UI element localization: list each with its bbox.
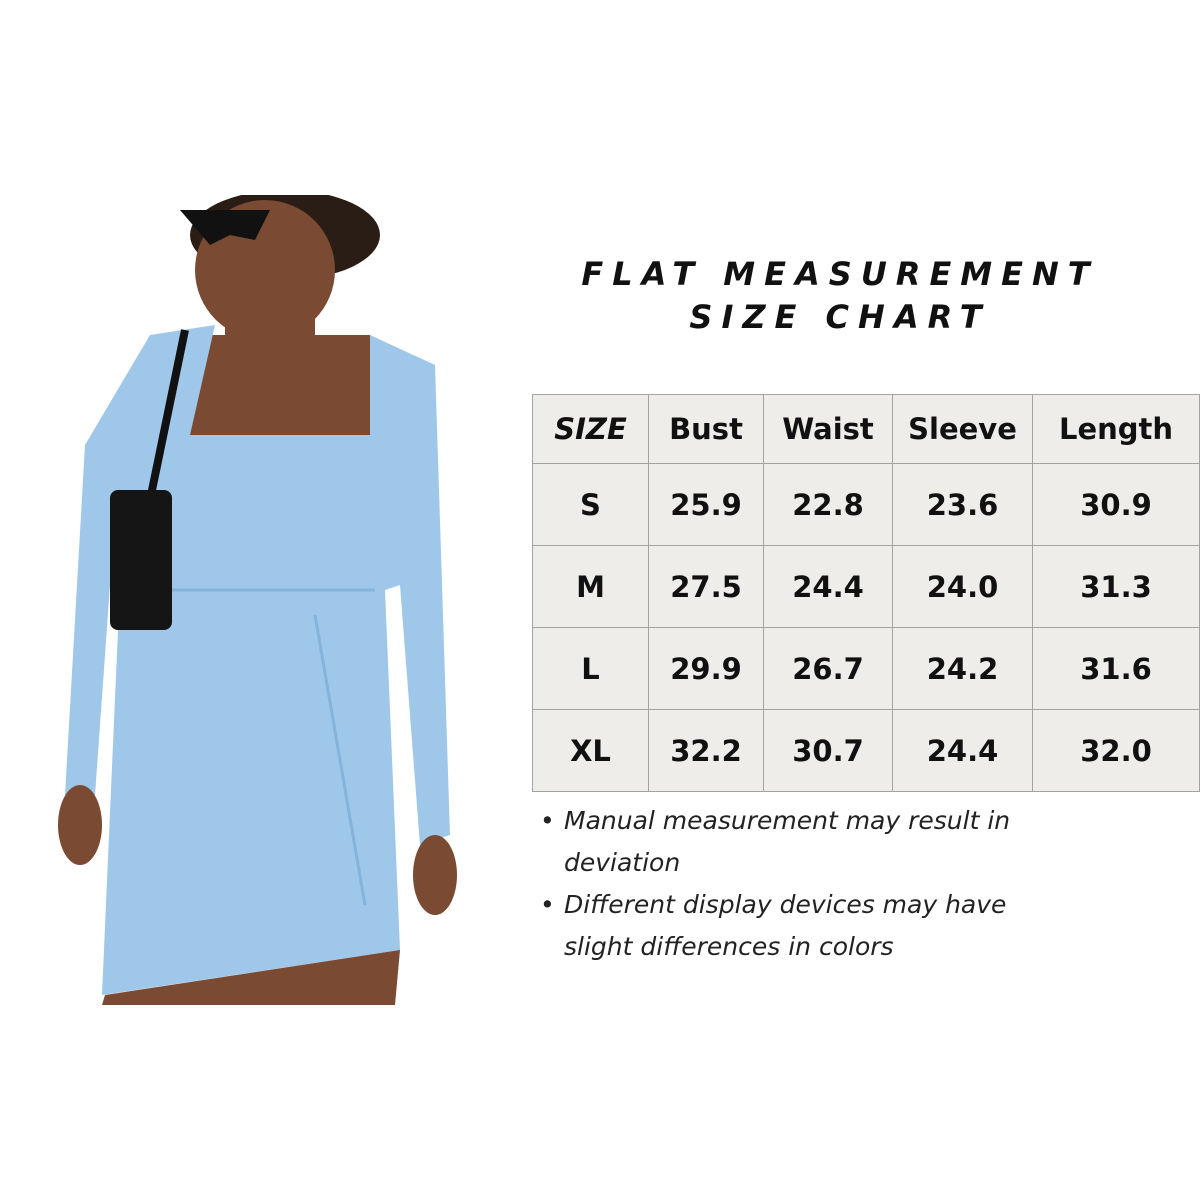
handbag-icon <box>110 490 172 630</box>
cell-waist: 26.7 <box>763 627 893 710</box>
cell-sleeve: 23.6 <box>892 463 1033 546</box>
cell-waist: 22.8 <box>763 463 893 546</box>
table-header-row: SIZE Bust Waist Sleeve Length <box>532 394 1200 464</box>
header-bust: Bust <box>648 394 764 464</box>
cell-sleeve: 24.2 <box>892 627 1033 710</box>
hand <box>413 835 457 915</box>
notes-list: • Manual measurement may result in devia… <box>540 800 1060 968</box>
cell-waist: 24.4 <box>763 545 893 628</box>
bullet-icon: • <box>540 890 555 919</box>
chart-title-line2: SIZE CHART <box>689 298 991 336</box>
cell-bust: 32.2 <box>648 709 764 792</box>
cell-waist: 30.7 <box>763 709 893 792</box>
chest <box>170 335 380 445</box>
cell-length: 31.6 <box>1032 627 1200 710</box>
sunglasses-icon <box>180 210 270 245</box>
legs <box>102 950 400 1005</box>
cell-length: 32.0 <box>1032 709 1200 792</box>
cell-bust: 29.9 <box>648 627 764 710</box>
cell-size: M <box>532 545 649 628</box>
cell-size: S <box>532 463 649 546</box>
header-sleeve: Sleeve <box>892 394 1033 464</box>
cell-bust: 27.5 <box>648 545 764 628</box>
cell-length: 31.3 <box>1032 545 1200 628</box>
table-row: S 25.9 22.8 23.6 30.9 <box>532 463 1200 546</box>
dress-waist-seam <box>160 588 375 906</box>
size-table: SIZE Bust Waist Sleeve Length S 25.9 22.… <box>532 394 1200 792</box>
note-item: • Manual measurement may result in devia… <box>540 800 1060 884</box>
note-text: Different display devices may have sligh… <box>564 890 1007 961</box>
note-item: • Different display devices may have sli… <box>540 884 1060 968</box>
cell-sleeve: 24.0 <box>892 545 1033 628</box>
model-photo <box>58 195 457 1005</box>
table-row: XL 32.2 30.7 24.4 32.0 <box>532 709 1200 792</box>
table-row: L 29.9 26.7 24.2 31.6 <box>532 627 1200 710</box>
cell-length: 30.9 <box>1032 463 1200 546</box>
header-waist: Waist <box>763 394 893 464</box>
table-row: M 27.5 24.4 24.0 31.3 <box>532 545 1200 628</box>
note-text: Manual measurement may result in deviati… <box>564 806 1011 877</box>
header-size: SIZE <box>532 394 649 464</box>
header-length: Length <box>1032 394 1200 464</box>
cell-size: XL <box>532 709 649 792</box>
hand <box>58 785 102 865</box>
chart-title-line1: FLAT MEASUREMENT <box>581 255 1099 293</box>
bullet-icon: • <box>540 806 555 835</box>
cell-size: L <box>532 627 649 710</box>
handbag-strap <box>146 329 189 501</box>
cell-bust: 25.9 <box>648 463 764 546</box>
cell-sleeve: 24.4 <box>892 709 1033 792</box>
